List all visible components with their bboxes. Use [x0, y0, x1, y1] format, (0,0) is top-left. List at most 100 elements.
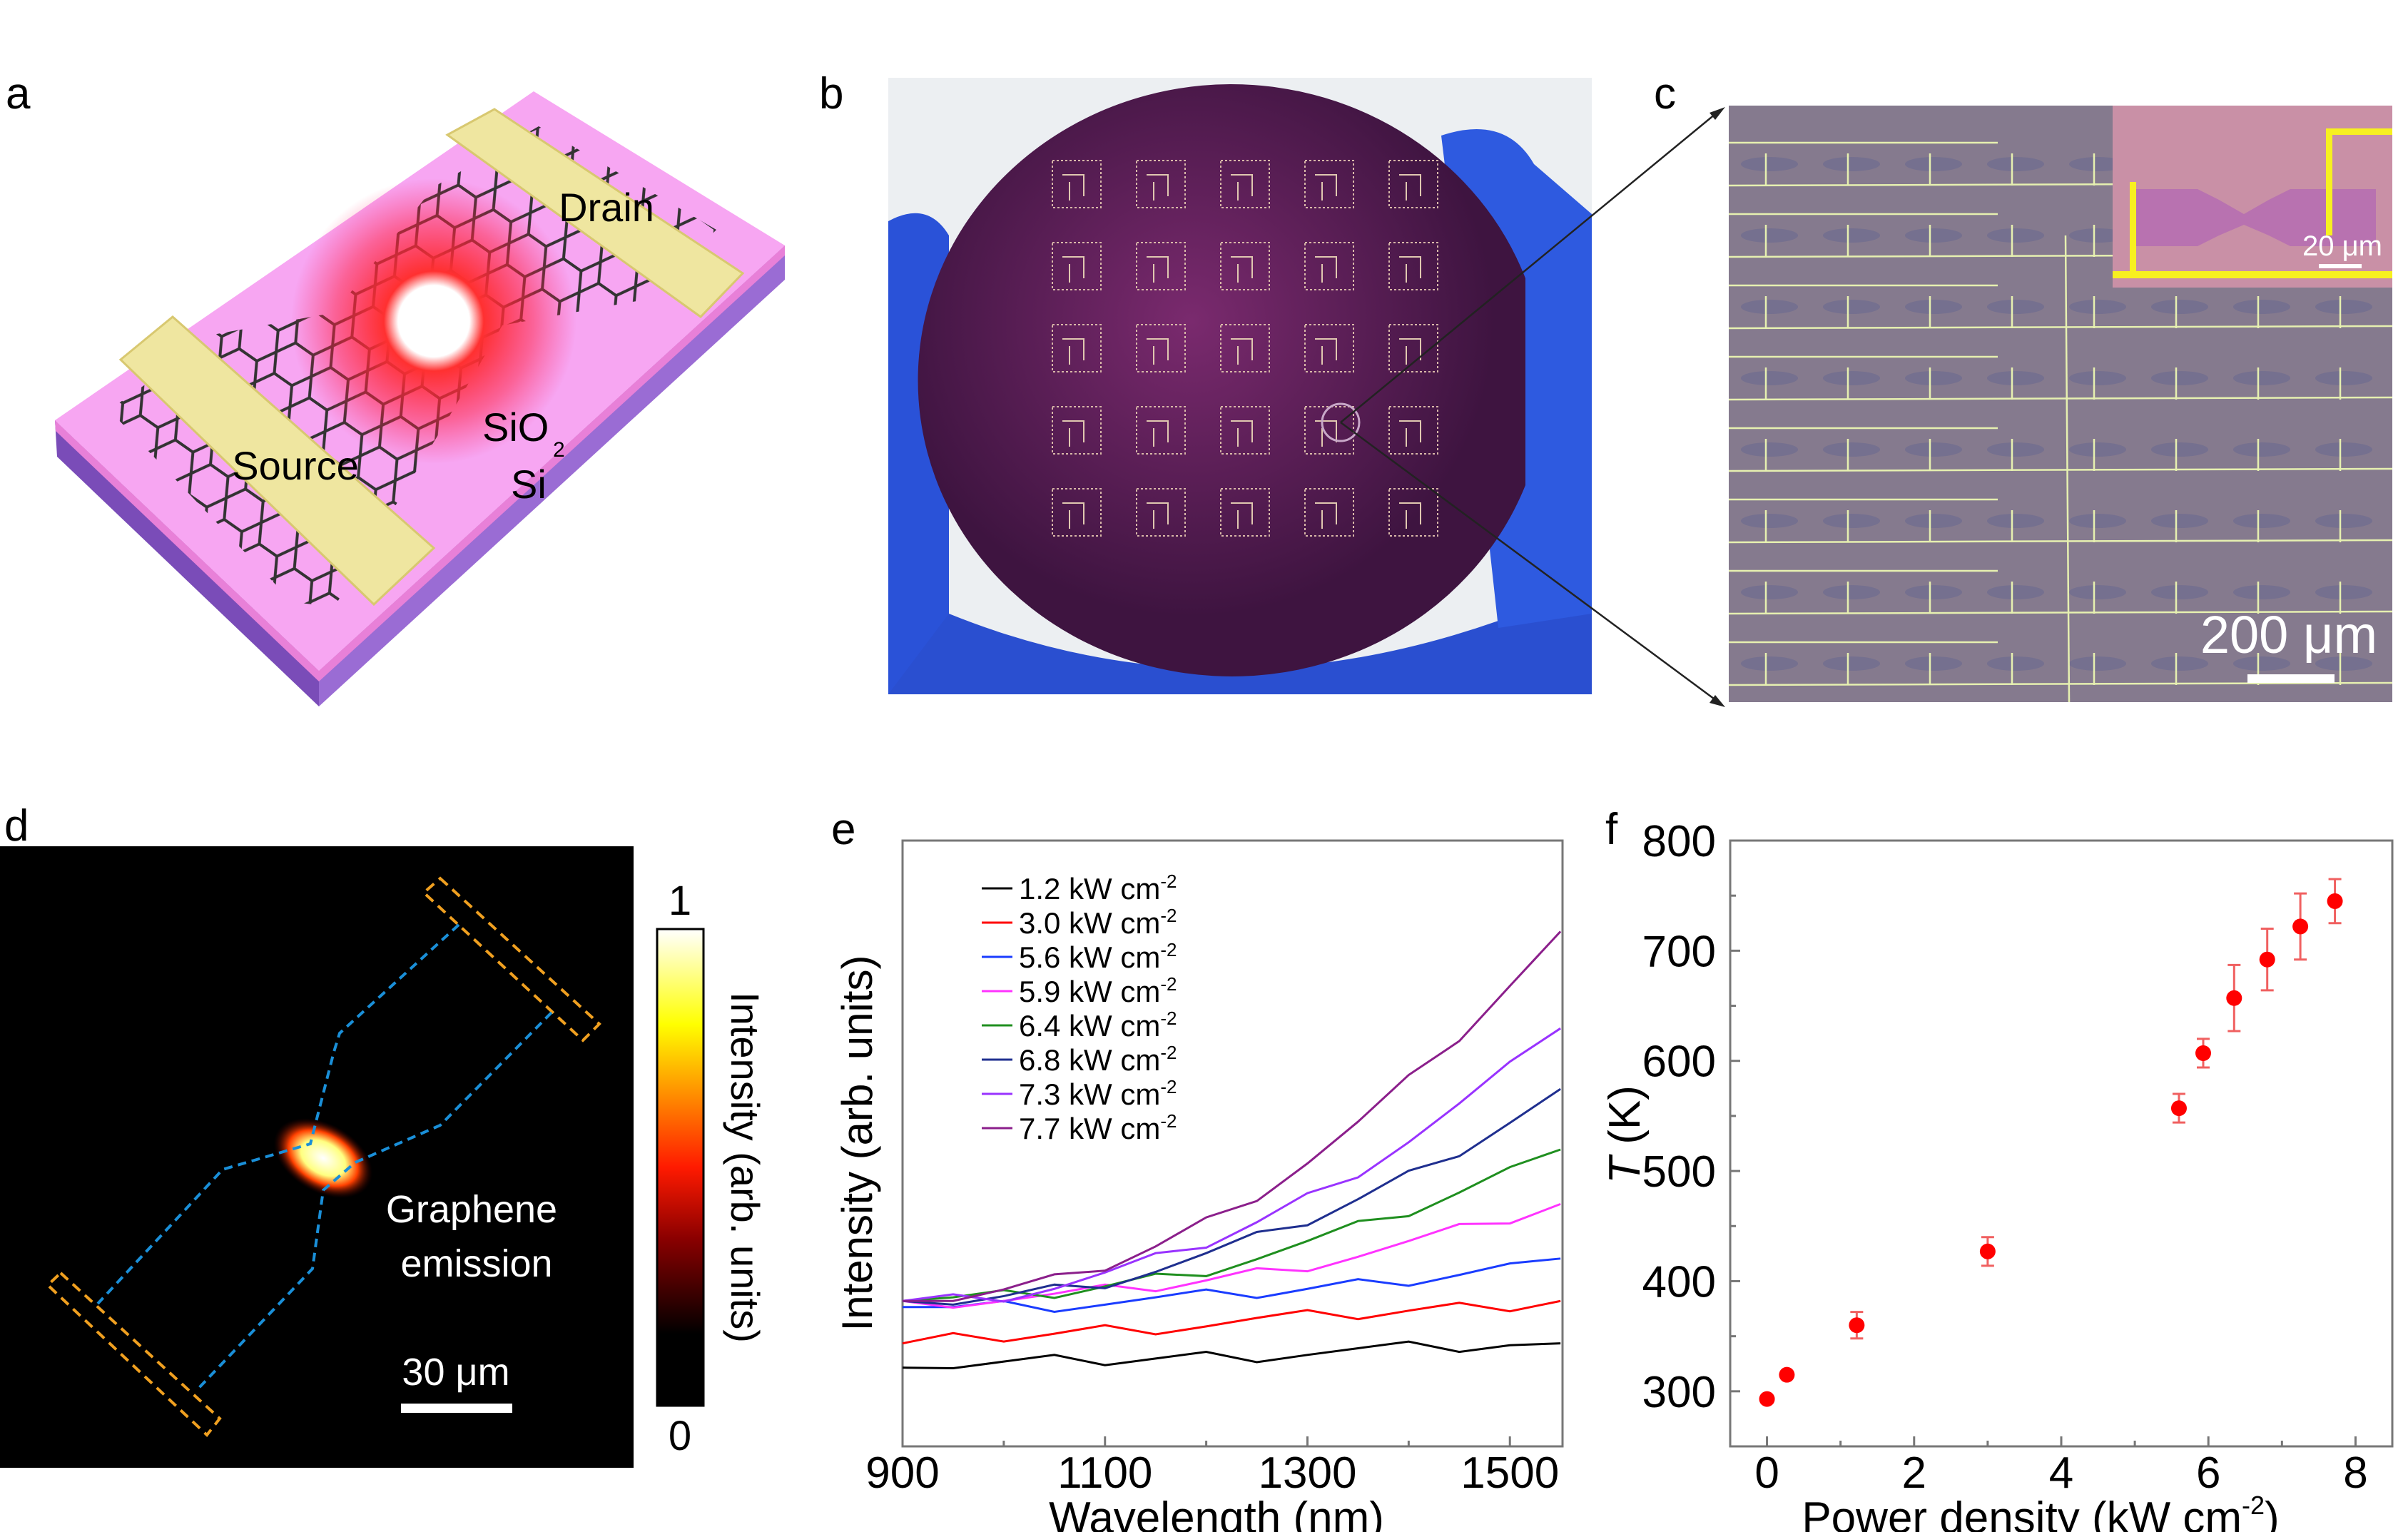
die	[1388, 488, 1438, 537]
f-data-point	[1759, 1391, 1775, 1407]
zoom-arrow-top	[1340, 110, 1720, 423]
e-series-line	[902, 1148, 1561, 1302]
die-wiring	[1315, 256, 1337, 283]
die	[1304, 324, 1354, 372]
die	[1220, 242, 1270, 290]
e-xtick-label: 1300	[1259, 1449, 1357, 1498]
d-scale-label: 30 μm	[402, 1351, 509, 1394]
e-xtick-label: 1500	[1460, 1449, 1559, 1498]
f-data-point	[2327, 893, 2343, 909]
f-ytick-label: 700	[1642, 927, 1716, 976]
die-wiring	[1062, 256, 1084, 283]
device-channel	[2233, 585, 2290, 599]
f-data-point	[2226, 990, 2242, 1006]
device-channel	[1987, 656, 2044, 671]
e-legend-label: 1.2 kW cm-2	[1019, 871, 1177, 905]
e-legend-label: 5.6 kW cm-2	[1019, 939, 1177, 974]
die	[1052, 406, 1102, 455]
device-channel	[1741, 300, 1798, 314]
drain-label: Drain	[559, 185, 654, 230]
channel-outline-right	[195, 1011, 553, 1392]
wire	[1729, 681, 2392, 686]
device-channel	[1741, 371, 1798, 385]
die-wiring	[1147, 420, 1169, 447]
device-channel	[1987, 228, 2044, 243]
device-channel	[2233, 442, 2290, 457]
f-xtick-label: 8	[2343, 1449, 2367, 1498]
die	[1220, 324, 1270, 372]
die-wiring	[1062, 174, 1084, 201]
die-wiring	[1315, 174, 1337, 201]
device-channel	[1823, 228, 1880, 243]
e-ylabel: Intensity (arb. units)	[833, 955, 881, 1331]
die	[1220, 160, 1270, 208]
die	[1136, 488, 1186, 537]
e-series-line	[903, 930, 1562, 1302]
panel-label-c: c	[1654, 69, 1676, 118]
device-channel	[2069, 656, 2126, 671]
device-channel	[2151, 300, 2208, 314]
temperature-chart: T (K) Power density (kW cm-2) 0 2 4 6 8 300 40…	[1600, 817, 2394, 1532]
source-electrode	[118, 315, 436, 607]
f-data-point	[2259, 951, 2275, 968]
device-channel	[1741, 228, 1798, 243]
e-xlabel: Wavelength (nm)	[1049, 1493, 1384, 1532]
colorbar	[656, 928, 705, 1407]
die-wiring	[1399, 174, 1421, 201]
die	[1388, 160, 1438, 208]
die	[1304, 160, 1354, 208]
device-channel	[1741, 728, 1798, 742]
f-plot-frame	[1729, 839, 2394, 1448]
device-channel	[2315, 300, 2372, 314]
emission-label-2: emission	[400, 1242, 552, 1285]
device-channel	[1823, 728, 1880, 742]
f-xlabel: Power density (kW cm-2)	[1802, 1491, 2279, 1532]
device-channel	[1741, 656, 1798, 671]
f-xlabel-end: )	[2265, 1493, 2280, 1532]
device-channel	[1905, 728, 1962, 742]
selected-die-circle	[1321, 402, 1361, 442]
device-channel	[2233, 514, 2290, 528]
panel-label-e: e	[831, 805, 855, 854]
device-channel	[1741, 514, 1798, 528]
device-channel	[1987, 371, 2044, 385]
e-xtick-label: 900	[865, 1449, 939, 1498]
f-ylabel-symbol: T	[1600, 1154, 1650, 1184]
die	[1220, 406, 1270, 455]
device-channel	[2069, 157, 2126, 171]
device-channel	[2069, 514, 2126, 528]
f-data-point	[1979, 1243, 1996, 1259]
device-channel	[1905, 514, 1962, 528]
f-ytick-label: 400	[1642, 1257, 1716, 1307]
e-legend-label: 7.7 kW cm-2	[1019, 1110, 1177, 1145]
die-wiring	[1231, 338, 1253, 365]
device-channel	[2151, 728, 2208, 742]
die	[1388, 324, 1438, 372]
hotspot	[273, 1118, 373, 1198]
device-channel	[1987, 442, 2044, 457]
device-channel	[2151, 514, 2208, 528]
device-channel	[2151, 371, 2208, 385]
f-ytick-label: 300	[1642, 1368, 1716, 1417]
emission-glow	[291, 178, 576, 464]
contact-outline-bottom	[46, 1271, 222, 1437]
device-channel	[2233, 656, 2290, 671]
die-wiring	[1147, 174, 1169, 201]
device-channel	[1987, 157, 2044, 171]
inset-scale-label: 20 μm	[2302, 230, 2382, 262]
device-channel	[2315, 728, 2372, 742]
wire	[1729, 467, 2392, 472]
die-wiring	[1399, 338, 1421, 365]
f-xtick-label: 4	[2049, 1449, 2073, 1498]
scale-label: 200 μm	[2200, 605, 2377, 664]
wire	[1729, 325, 2392, 330]
die-wiring	[1399, 256, 1421, 283]
device-array-wiring	[1729, 141, 2392, 742]
device-schematic: Drain Source SiO 2 Si	[55, 91, 785, 706]
zoom-arrow-bottom	[1340, 421, 1720, 704]
e-legend-label: 5.9 kW cm-2	[1019, 973, 1177, 1008]
colorbar-label: Intensity (arb. units)	[723, 992, 768, 1343]
f-ylabel: T (K)	[1600, 1085, 1650, 1184]
device-channel	[1905, 300, 1962, 314]
